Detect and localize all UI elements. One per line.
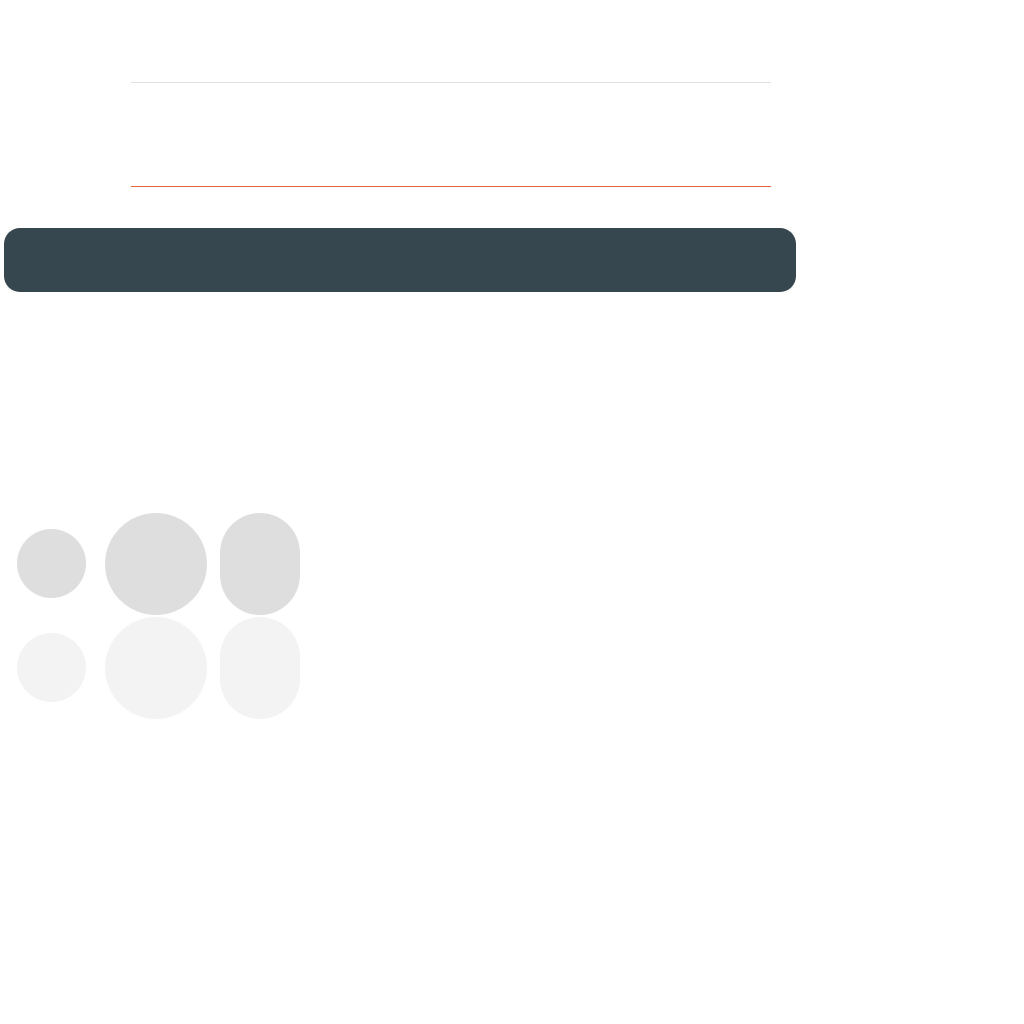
swatch-pill-light[interactable] bbox=[220, 617, 300, 719]
swatch-circle-large-dark[interactable] bbox=[105, 513, 207, 615]
top-divider bbox=[131, 82, 771, 83]
swatch-circle-small-dark[interactable] bbox=[17, 529, 86, 598]
accent-divider bbox=[131, 186, 771, 187]
swatch-circle-small-light[interactable] bbox=[17, 633, 86, 702]
dark-toolbar-bar[interactable] bbox=[4, 228, 796, 292]
swatch-circle-large-light[interactable] bbox=[105, 617, 207, 719]
swatch-pill-dark[interactable] bbox=[220, 513, 300, 615]
